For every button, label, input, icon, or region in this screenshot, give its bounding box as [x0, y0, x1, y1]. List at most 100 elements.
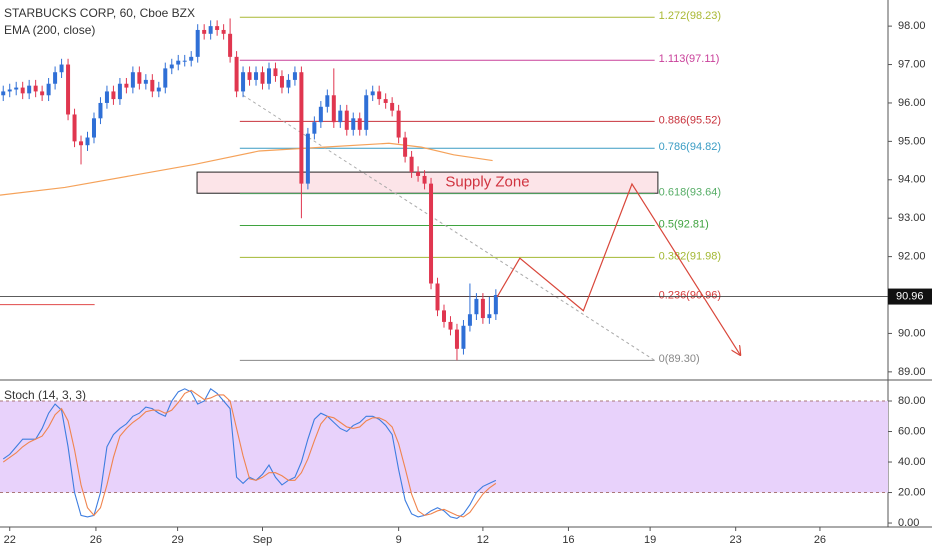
last-price-label: 90.96: [896, 290, 924, 302]
x-tick-label: 16: [562, 534, 574, 546]
candle-body: [124, 83, 129, 88]
candle-body: [169, 64, 174, 69]
candle-body: [435, 283, 440, 311]
fib-label: 1.113(97.11): [659, 53, 720, 65]
candle-body: [286, 79, 291, 88]
fib-label: 0.886(95.52): [659, 114, 721, 126]
candle-body: [143, 79, 148, 84]
candle-body: [429, 183, 434, 284]
candle-body: [351, 118, 356, 130]
candle-body: [91, 118, 96, 138]
candle-body: [312, 122, 317, 134]
candle-body: [247, 72, 252, 80]
candle-body: [66, 64, 71, 115]
candle-body: [104, 91, 109, 103]
candle-body: [156, 87, 161, 92]
x-tick-label: 26: [814, 534, 826, 546]
candle-body: [273, 68, 278, 77]
candle-body: [318, 106, 323, 123]
candle-body: [40, 91, 45, 96]
candle-body: [27, 85, 32, 94]
candle-body: [150, 79, 155, 92]
candle-body: [14, 87, 19, 90]
fib-label: 1.272(98.23): [659, 10, 721, 22]
chart-title: STARBUCKS CORP, 60, Cboe BZX: [4, 6, 195, 20]
candle-body: [409, 156, 414, 173]
x-tick-label: 12: [477, 534, 489, 546]
candle-body: [234, 56, 239, 92]
candle-body: [53, 72, 58, 84]
y-tick-label: 93.00: [898, 212, 926, 224]
candle-body: [1, 91, 6, 96]
x-tick-label: 26: [90, 534, 102, 546]
candle-body: [422, 175, 427, 184]
y-tick-label: 90.00: [898, 327, 926, 339]
candle-body: [85, 137, 90, 146]
candle-body: [33, 85, 38, 92]
candle-body: [163, 68, 168, 88]
candle-body: [416, 172, 421, 176]
x-tick-label: 23: [730, 534, 742, 546]
candle-body: [390, 102, 395, 111]
stoch-band: [0, 401, 888, 493]
candle-body: [292, 72, 297, 80]
candle-body: [111, 91, 116, 100]
candle-body: [364, 95, 369, 130]
x-tick-label: Sep: [253, 534, 273, 546]
y-tick-label: 40.00: [898, 456, 926, 468]
candle-body: [344, 110, 349, 130]
y-tick-label: 80.00: [898, 395, 926, 407]
candle-body: [189, 56, 194, 61]
fib-label: 0.5(92.81): [659, 218, 709, 230]
candle-body: [331, 95, 336, 123]
fib-label: 0.236(90.96): [659, 289, 721, 301]
candle-body: [325, 95, 330, 107]
candle-body: [20, 87, 25, 94]
y-tick-label: 94.00: [898, 174, 926, 186]
candle-body: [474, 298, 479, 315]
stoch-label: Stoch (14, 3, 3): [4, 388, 86, 402]
projection-path: [496, 182, 740, 355]
candle-body: [403, 137, 408, 157]
y-tick-label: 60.00: [898, 425, 926, 437]
candle-body: [79, 141, 84, 146]
fib-label: 0.786(94.82): [659, 141, 721, 153]
y-tick-label: 89.00: [898, 366, 926, 378]
x-tick-label: 29: [171, 534, 183, 546]
candle-body: [454, 329, 459, 349]
last-price-box: [888, 288, 932, 305]
candle-body: [493, 295, 498, 315]
y-tick-label: 92.00: [898, 251, 926, 263]
candle-body: [117, 83, 122, 100]
candle-body: [221, 29, 226, 34]
candle-body: [215, 26, 220, 30]
x-tick-label: 9: [396, 534, 402, 546]
candle-body: [7, 89, 12, 92]
fib-label: 0.618(93.64): [659, 187, 721, 199]
candle-body: [137, 72, 142, 84]
candle-body: [383, 99, 388, 103]
candle-body: [279, 76, 284, 88]
candle-body: [338, 110, 343, 123]
candle-body: [59, 64, 64, 73]
candle-body: [480, 298, 485, 319]
zone-label: Supply Zone: [445, 174, 529, 191]
candle-body: [487, 314, 492, 319]
candle-body: [266, 68, 271, 84]
candle-body: [442, 310, 446, 322]
candle-body: [130, 72, 135, 88]
candle-body: [182, 60, 187, 62]
fib-label: 0.382(91.98): [659, 250, 721, 262]
candle-body: [305, 133, 310, 184]
candle-body: [370, 91, 375, 96]
x-tick-label: 22: [4, 534, 16, 546]
candle-body: [254, 72, 259, 80]
y-tick-label: 98.00: [898, 20, 926, 32]
candle-body: [396, 110, 401, 138]
y-tick-label: 20.00: [898, 486, 926, 498]
candle-body: [202, 29, 207, 34]
x-tick-label: 19: [644, 534, 656, 546]
stoch-line: [2, 389, 497, 518]
candle-body: [357, 118, 362, 130]
